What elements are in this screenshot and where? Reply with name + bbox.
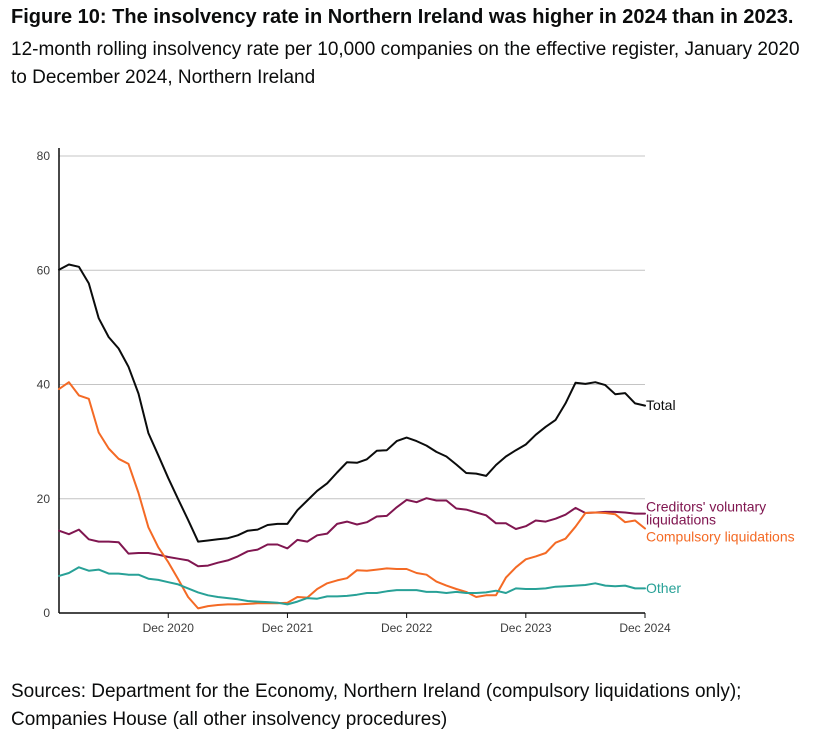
series-label-creditors-voluntary-liquidations-1: liquidations [646,512,716,528]
gridlines [59,155,645,500]
x-tick-label-2: Dec 2022 [381,621,433,635]
y-tick-label-0: 0 [43,606,50,620]
series-line-other [58,566,646,606]
series-line-compulsory-liquidations [58,381,646,610]
series-label-total: Total [646,397,676,413]
x-tick-label-4: Dec 2024 [619,621,671,635]
sources-note: Sources: Department for the Economy, Nor… [11,681,742,730]
y-tick-label-60: 60 [37,263,51,277]
x-tick-label-3: Dec 2023 [500,621,552,635]
series-lines [58,263,646,610]
y-tick-label-80: 80 [37,149,51,163]
figure-title: Figure 10: The insolvency rate in Northe… [11,6,794,28]
x-tick-label-1: Dec 2021 [262,621,314,635]
series-labels: Total Creditors' voluntaryliquidationsCom… [646,397,795,596]
series-line-total [58,263,646,543]
line-chart: 0 20 40 60 80 Dec 2020 Dec 2021 Dec 2022 Dec 202… [37,148,795,635]
series-label-creditors-voluntary-liquidations-0: Creditors' voluntary [646,499,766,515]
axes: 0 20 40 60 80 Dec 2020 Dec 2021 Dec 2022 Dec 202… [37,148,671,635]
series-line-creditors-voluntary-liquidations [58,497,646,568]
figure-subtitle: 12-month rolling insolvency rate per 10,… [11,39,800,88]
y-tick-label-40: 40 [37,378,51,392]
y-tick-label-20: 20 [37,492,51,506]
x-tick-label-0: Dec 2020 [143,621,195,635]
series-label-other: Other [646,580,681,596]
series-label-compulsory-liquidations: Compulsory liquidations [646,529,795,545]
